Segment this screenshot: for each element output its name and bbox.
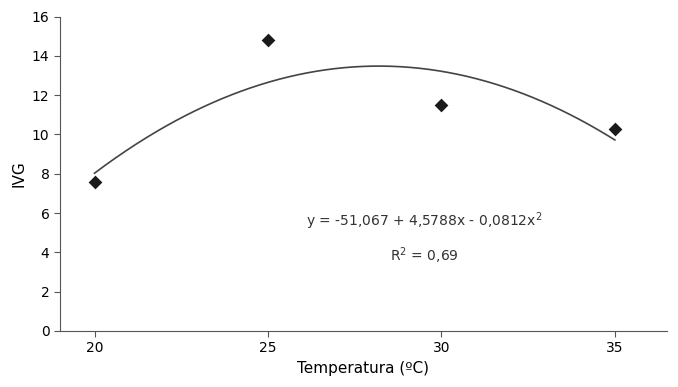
Point [89,178,100,185]
Point [262,37,273,43]
Point [610,125,620,132]
Point [436,102,447,108]
Text: R$^{2}$ = 0,69: R$^{2}$ = 0,69 [390,245,458,266]
Y-axis label: IVG: IVG [11,160,26,187]
Text: y = -51,067 + 4,5788x - 0,0812x$^{2}$: y = -51,067 + 4,5788x - 0,0812x$^{2}$ [306,210,542,232]
X-axis label: Temperatura (ºC): Temperatura (ºC) [298,361,429,376]
